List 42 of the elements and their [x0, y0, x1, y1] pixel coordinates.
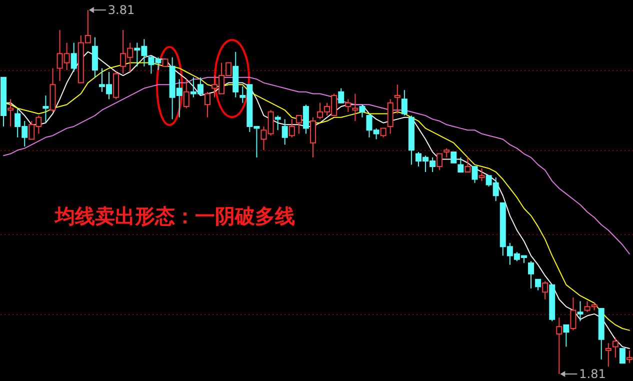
candlestick [296, 115, 302, 134]
candlestick [528, 260, 534, 289]
candlestick [183, 78, 190, 109]
candlestick [570, 297, 576, 331]
candlestick [626, 350, 632, 364]
candlestick [92, 36, 98, 78]
candlestick [113, 71, 120, 100]
candlestick [605, 342, 612, 368]
candlestick [288, 118, 295, 138]
candlestick [380, 128, 386, 138]
candlestick [359, 104, 366, 118]
candlestick [274, 115, 281, 131]
candlestick [70, 42, 77, 72]
candlestick [535, 278, 542, 291]
candlestick [458, 156, 464, 172]
candlestick [464, 156, 471, 172]
candlestick [42, 95, 49, 124]
candlestick [450, 151, 457, 164]
candlestick [612, 337, 618, 358]
candlestick [556, 317, 562, 374]
candlestick [436, 153, 443, 171]
candlestick [302, 104, 309, 134]
candlestick [8, 98, 14, 127]
candlestick [542, 280, 548, 300]
candlestick [563, 324, 570, 348]
candlestick [619, 348, 626, 364]
annotation: 3.81 [108, 3, 135, 17]
candlestick [478, 168, 485, 182]
candlestick [352, 93, 358, 122]
candlestick [577, 300, 584, 322]
annotation: 1.81 [579, 367, 606, 381]
candlestick [204, 91, 210, 118]
candlestick [310, 116, 316, 158]
candlestick [472, 166, 478, 184]
annotation: 均线卖出形态：一阴破多线 [54, 204, 295, 228]
candlestick [338, 88, 344, 104]
candlestick [394, 84, 400, 114]
candlestick [401, 90, 408, 116]
candlestick [387, 98, 394, 134]
candlestick [345, 98, 352, 112]
candlestick [282, 118, 288, 146]
candlestick [444, 148, 450, 158]
